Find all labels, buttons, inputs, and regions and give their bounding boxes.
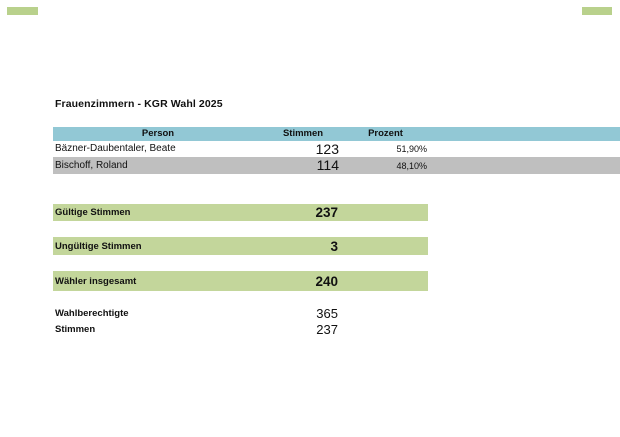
stat-row-stimmen: Stimmen 237 (55, 321, 338, 337)
summary-label: Wähler insgesamt (55, 275, 137, 287)
summary-value: 240 (315, 273, 338, 289)
summary-value: 237 (315, 205, 338, 220)
page-title: Frauenzimmern - KGR Wahl 2025 (55, 98, 223, 110)
stat-label: Stimmen (55, 323, 96, 335)
table-row: Bäzner-Daubentaler, Beate 123 51,90% (53, 141, 620, 157)
candidate-percent: 48,10% (396, 161, 427, 171)
stat-value: 365 (316, 305, 338, 321)
table-row: Bischoff, Roland 114 48,10% (53, 157, 620, 174)
summary-label: Gültige Stimmen (55, 207, 131, 218)
candidate-percent: 51,90% (396, 144, 427, 154)
summary-bar-ungueltige-stimmen: Ungültige Stimmen 3 (53, 237, 428, 255)
column-header-person: Person (141, 128, 175, 139)
candidate-votes: 114 (316, 157, 339, 173)
stat-label: Wahlberechtigte (55, 307, 129, 319)
summary-bar-waehler-insgesamt: Wähler insgesamt 240 (53, 271, 428, 291)
results-table-header: Person Stimmen Prozent (53, 127, 620, 141)
stat-row-wahlberechtigte: Wahlberechtigte 365 (55, 305, 338, 321)
stat-value: 237 (316, 321, 338, 337)
page-edge-fragment-left (7, 7, 38, 15)
candidate-name: Bischoff, Roland (55, 160, 128, 171)
candidate-votes: 123 (315, 141, 339, 157)
candidate-name: Bäzner-Daubentaler, Beate (55, 143, 176, 154)
summary-bar-gueltige-stimmen: Gültige Stimmen 237 (53, 204, 428, 221)
column-header-stimmen: Stimmen (282, 128, 324, 139)
summary-label: Ungültige Stimmen (55, 240, 142, 252)
column-header-prozent: Prozent (368, 128, 403, 139)
page-edge-fragment-right (582, 7, 612, 15)
summary-value: 3 (330, 238, 338, 254)
